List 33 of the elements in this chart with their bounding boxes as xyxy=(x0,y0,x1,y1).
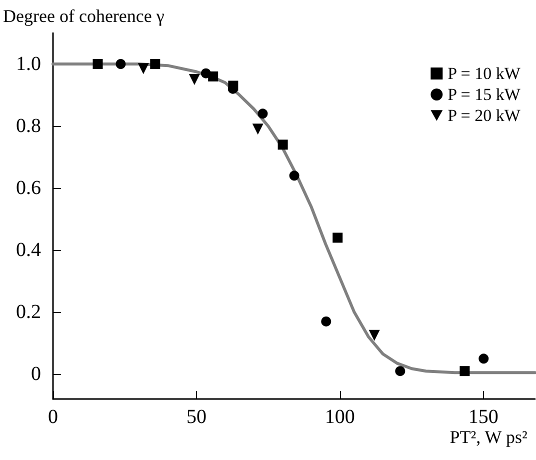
y-tick-label: 0.8 xyxy=(16,115,41,138)
point xyxy=(258,108,268,119)
y-axis-title: Degree of coherence γ xyxy=(3,6,164,26)
point xyxy=(460,366,470,376)
point xyxy=(478,354,489,364)
legend-label: P = 15 kW xyxy=(448,85,522,104)
point xyxy=(278,140,288,150)
x-tick-label: 0 xyxy=(48,406,58,428)
line-series xyxy=(52,62,536,374)
point xyxy=(321,316,332,326)
point xyxy=(332,232,343,243)
legend-label: P = 20 kW xyxy=(448,106,522,125)
point xyxy=(395,366,406,376)
point xyxy=(208,71,218,82)
point xyxy=(92,59,103,70)
point xyxy=(116,59,126,70)
y-tick-label: 1.0 xyxy=(16,53,41,76)
point xyxy=(150,59,160,70)
x-tick-label: 150 xyxy=(468,406,498,428)
x-tick-label: 100 xyxy=(324,406,355,428)
y-tick-label: 0.6 xyxy=(16,177,41,200)
y-tick-label: 0 xyxy=(31,363,41,386)
point xyxy=(138,63,149,74)
point xyxy=(228,80,238,91)
point xyxy=(252,124,264,135)
x-axis-title: PT², W ps² xyxy=(450,427,528,447)
point xyxy=(188,74,200,86)
y-tick-label: 0.4 xyxy=(16,239,41,262)
point xyxy=(289,170,300,181)
y-tick-label: 0.2 xyxy=(16,301,41,324)
x-tick-label: 50 xyxy=(186,406,206,428)
legend-label: P = 10 kW xyxy=(448,64,522,83)
point xyxy=(368,330,380,341)
